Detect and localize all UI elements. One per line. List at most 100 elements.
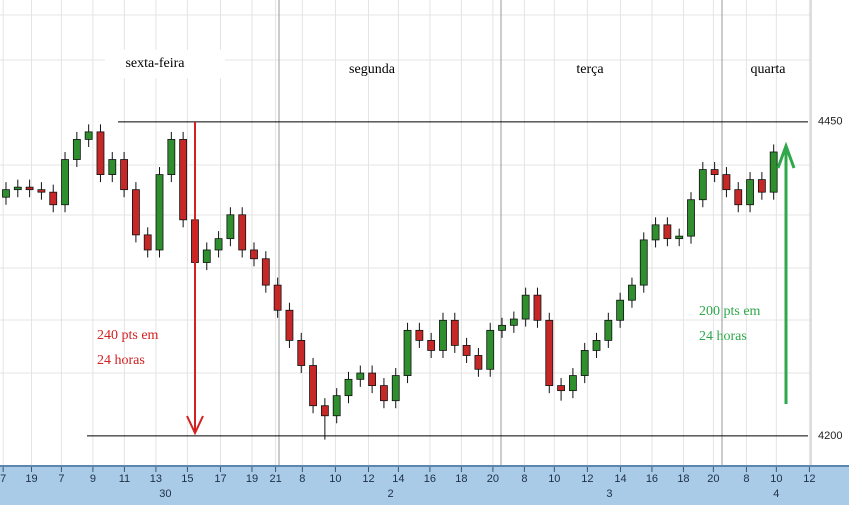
candle-body — [2, 189, 10, 198]
candle-body — [332, 395, 341, 417]
y-tick-label: 4200 — [818, 430, 842, 442]
down-note: 24 horas — [97, 353, 145, 368]
candle-body — [37, 189, 46, 193]
candle-body — [580, 350, 589, 376]
candle-body — [498, 324, 506, 331]
candle-body — [568, 375, 577, 392]
candle-body — [297, 339, 306, 366]
x-tick-label: 12 — [803, 473, 815, 485]
candle-body — [698, 169, 707, 201]
x-date-label: 2 — [387, 488, 393, 500]
candle-body — [320, 405, 329, 417]
candle-body — [545, 319, 554, 387]
candle-body — [639, 239, 648, 286]
x-tick-label: 7 — [0, 473, 6, 485]
candle-body — [179, 139, 188, 221]
x-tick-label: 11 — [119, 473, 130, 485]
x-tick-label: 14 — [392, 473, 404, 485]
candle-body — [25, 186, 34, 191]
candle-body — [769, 151, 778, 193]
candle-body — [132, 189, 140, 236]
candle-body — [651, 224, 660, 241]
candle-body — [663, 224, 672, 240]
x-tick-label: 10 — [548, 473, 560, 485]
candle-body — [202, 249, 211, 263]
candle-body — [120, 159, 128, 191]
day-label: sexta-feira — [125, 56, 185, 71]
x-tick-label: 18 — [677, 473, 689, 485]
candle-body — [687, 199, 695, 237]
candle-body — [427, 339, 436, 351]
x-tick-label: 10 — [770, 473, 782, 485]
candle-body — [439, 319, 447, 351]
candle-body — [403, 329, 412, 376]
candle-body — [628, 284, 636, 301]
candle-body — [533, 294, 542, 321]
candle-body — [309, 365, 317, 407]
x-tick-label: 7 — [58, 473, 64, 485]
x-date-label: 30 — [159, 488, 171, 500]
candle-body — [521, 294, 530, 320]
candle-body — [155, 174, 164, 251]
candle-body — [273, 284, 282, 311]
candle-body — [462, 345, 471, 356]
x-tick-label: 17 — [214, 473, 226, 485]
candle-body — [214, 238, 223, 251]
candle-body — [96, 131, 105, 175]
x-tick-label: 8 — [299, 473, 305, 485]
candle-body — [108, 159, 117, 175]
candle-body — [675, 235, 684, 240]
candle-body — [746, 179, 754, 206]
up-arrow-head — [776, 141, 796, 169]
x-tick-label: 16 — [646, 473, 658, 485]
candle-body — [238, 214, 247, 251]
candle-body — [167, 139, 176, 175]
candle-body — [356, 372, 365, 380]
candle-body — [710, 169, 719, 175]
candle-body — [344, 378, 353, 397]
x-tick-label: 19 — [25, 473, 37, 485]
candle-body — [557, 385, 565, 392]
candle-body — [226, 214, 235, 240]
candle-body — [143, 234, 152, 251]
day-separators — [278, 0, 723, 466]
candle-body — [380, 385, 388, 402]
candle-body — [604, 319, 613, 341]
candle-body — [250, 249, 258, 260]
candle-body — [509, 318, 518, 326]
x-tick-label: 12 — [581, 473, 593, 485]
candle-body — [285, 309, 294, 341]
x-tick-label: 15 — [181, 473, 193, 485]
x-tick-label: 13 — [150, 473, 162, 485]
candle-body — [368, 372, 377, 387]
candle-body — [415, 329, 424, 341]
x-tick-label: 10 — [329, 473, 341, 485]
x-tick-label: 9 — [90, 473, 96, 485]
candle-body — [450, 319, 459, 346]
candle-body — [391, 375, 400, 402]
x-tick-label: 18 — [455, 473, 467, 485]
down-arrow-head — [186, 415, 204, 436]
x-tick-label: 20 — [707, 473, 719, 485]
candle-body — [734, 189, 743, 206]
candle-body — [616, 299, 625, 321]
candle-body — [13, 186, 22, 191]
candle-body — [592, 339, 601, 351]
candle-body — [486, 329, 495, 370]
x-tick-label: 12 — [362, 473, 374, 485]
label-bg — [105, 50, 225, 78]
candle-body — [61, 159, 69, 206]
candle-body — [474, 355, 483, 370]
x-tick-label: 14 — [614, 473, 626, 485]
day-label: segunda — [349, 62, 396, 77]
candle-body — [261, 258, 270, 286]
candle-body — [72, 139, 81, 160]
x-tick-label: 8 — [521, 473, 527, 485]
up-note: 24 horas — [699, 329, 747, 344]
candle-body — [757, 179, 766, 193]
x-tick-label: 16 — [424, 473, 436, 485]
x-date-label: 4 — [773, 488, 779, 500]
x-tick-label: 19 — [246, 473, 258, 485]
